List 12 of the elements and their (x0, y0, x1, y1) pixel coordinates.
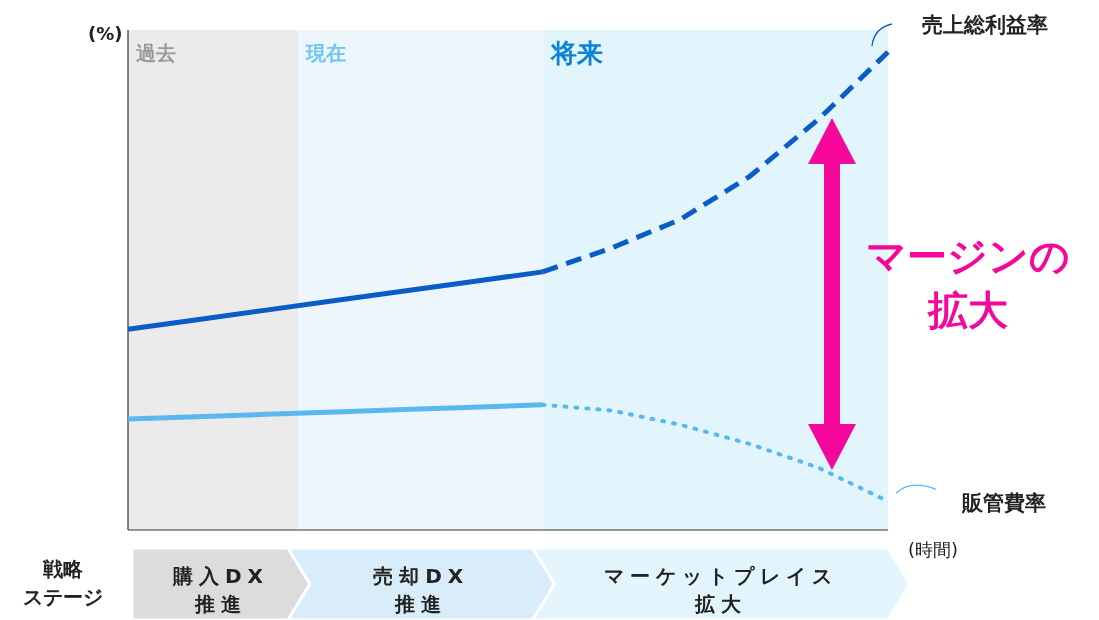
text: マーケットプレイス拡大 (604, 564, 839, 616)
y-axis-title: (%) (88, 23, 123, 44)
text: 戦略ステージ (23, 557, 103, 609)
annotation: 将来 (548, 38, 603, 68)
text: 売却DX推進 (373, 564, 470, 616)
annotation: マージンの拡大 (866, 233, 1070, 333)
legend-label: 売上総利益率 (922, 13, 1048, 37)
text: 購入DX推進 (171, 564, 269, 616)
annotation: 過去 (135, 41, 176, 65)
x-axis-title: (時間) (908, 539, 959, 560)
legend-label: 販管費率 (961, 491, 1046, 515)
annotation: 現在 (304, 41, 346, 65)
